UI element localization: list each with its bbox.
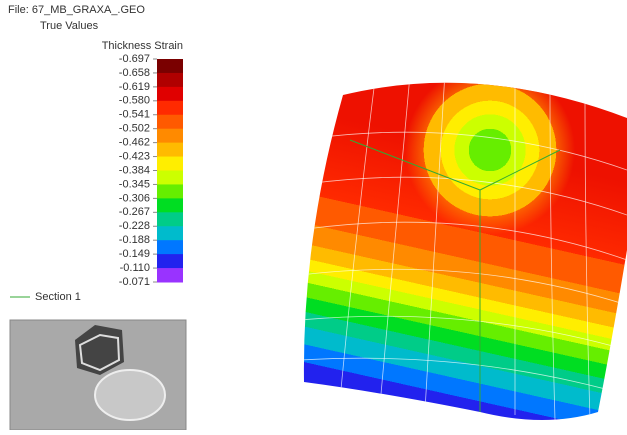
legend-label: -0.423 xyxy=(119,150,150,162)
photo xyxy=(10,320,186,430)
legend-title: Thickness Strain xyxy=(102,40,183,52)
legend: -0.697 -0.658 -0.619 -0.580 -0.541 -0.502 -0.4… xyxy=(119,53,183,288)
legend-band xyxy=(157,87,183,101)
legend-label: -0.384 xyxy=(119,164,150,176)
legend-label: -0.071 xyxy=(119,276,150,288)
legend-label: -0.110 xyxy=(120,262,150,274)
legend-label: -0.502 xyxy=(119,123,150,135)
legend-label: -0.580 xyxy=(119,95,150,107)
mode-label: True Values xyxy=(40,20,99,32)
legend-band xyxy=(157,198,183,212)
legend-band xyxy=(157,143,183,157)
contour-surface xyxy=(290,50,627,430)
legend-band xyxy=(157,157,183,171)
section-label[interactable]: Section 1 xyxy=(35,291,81,303)
legend-label: -0.345 xyxy=(119,178,150,190)
legend-label: -0.306 xyxy=(119,192,150,204)
legend-band xyxy=(157,101,183,115)
legend-label: -0.228 xyxy=(119,220,150,232)
legend-label: -0.267 xyxy=(119,206,150,218)
legend-label: -0.697 xyxy=(119,53,150,65)
legend-band xyxy=(157,212,183,226)
legend-label: -0.658 xyxy=(119,67,150,79)
legend-band xyxy=(157,73,183,87)
legend-band xyxy=(157,115,183,129)
legend-band xyxy=(157,268,183,282)
file-name: File: 67_MB_GRAXA_.GEO xyxy=(8,4,145,16)
legend-band xyxy=(157,226,183,240)
legend-label: -0.188 xyxy=(119,234,150,246)
legend-label: -0.619 xyxy=(119,81,150,93)
legend-band xyxy=(157,184,183,198)
legend-band xyxy=(157,129,183,143)
legend-label: -0.462 xyxy=(119,137,150,149)
legend-band xyxy=(157,59,183,73)
screen: File: 67_MB_GRAXA_.GEO True Values Thick… xyxy=(0,0,627,430)
legend-band xyxy=(157,171,183,185)
legend-label: -0.149 xyxy=(119,248,150,260)
legend-label: -0.541 xyxy=(119,109,150,121)
legend-band xyxy=(157,240,183,254)
legend-band xyxy=(157,254,183,268)
